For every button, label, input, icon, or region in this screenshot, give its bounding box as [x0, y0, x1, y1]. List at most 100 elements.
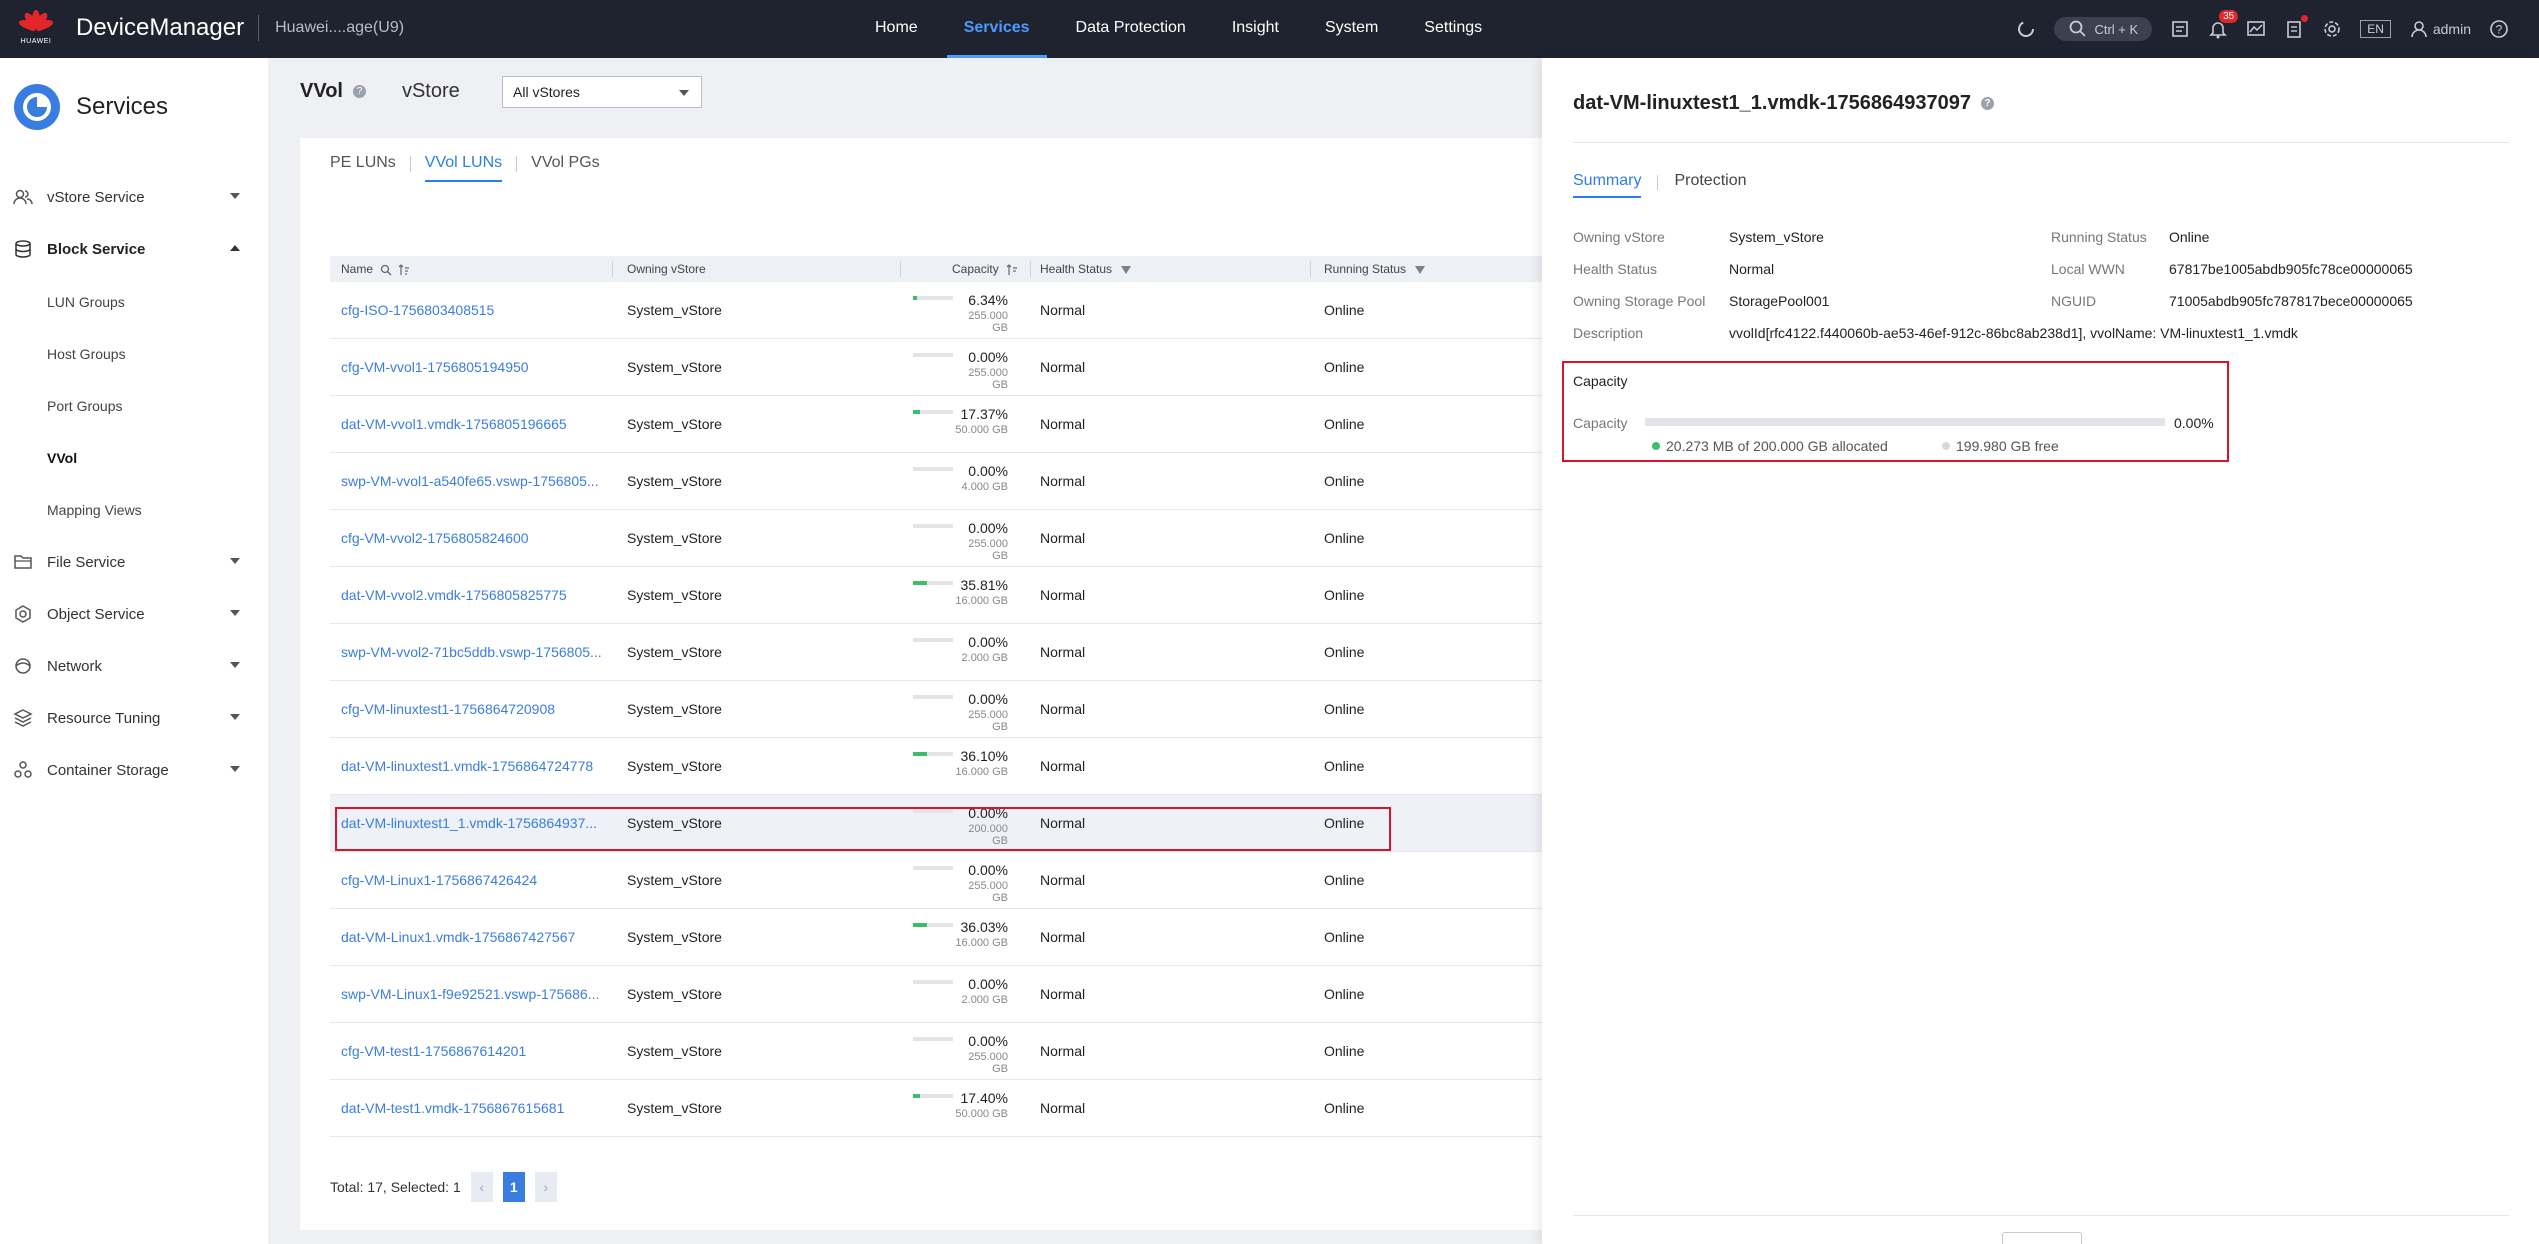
nav-tab-services[interactable]: Services	[946, 0, 1047, 58]
lun-name-link[interactable]: cfg-VM-Linux1-1756867426424	[341, 872, 538, 888]
task-icon[interactable]	[2170, 19, 2190, 39]
field-label: Local WWN	[2051, 261, 2125, 277]
owning-vstore: System_vStore	[627, 587, 722, 603]
sidebar-subitem-vvol[interactable]: VVol	[47, 450, 78, 466]
column-divider[interactable]	[612, 261, 613, 277]
nav-tab-settings[interactable]: Settings	[1424, 19, 1483, 36]
table-row[interactable]: cfg-VM-linuxtest1-1756864720908 System_vS…	[330, 681, 1542, 738]
close-button[interactable]	[2002, 1232, 2082, 1244]
filter-icon[interactable]	[1415, 265, 1426, 274]
nav-tab-data-protection[interactable]: Data Protection	[1075, 19, 1186, 36]
lun-name-link[interactable]: dat-VM-test1.vmdk-1756867615681	[341, 1100, 565, 1116]
chevron-down-icon	[230, 714, 240, 720]
lun-name-link[interactable]: cfg-VM-linuxtest1-1756864720908	[341, 701, 556, 717]
gear-icon[interactable]	[2322, 19, 2342, 39]
column-running-status[interactable]: Running Status	[1324, 262, 1426, 276]
lun-name-link[interactable]: cfg-VM-vvol2-1756805824600	[341, 530, 529, 546]
sidebar-item-file-service[interactable]: File Service	[0, 542, 268, 582]
sort-icon[interactable]	[398, 263, 410, 276]
health-status: Normal	[1040, 929, 1086, 945]
field-value: 67817be1005abdb905fc78ce00000065	[2169, 261, 2413, 277]
search-icon[interactable]	[380, 264, 392, 276]
sidebar-item-block-service[interactable]: Block Service	[0, 229, 268, 269]
bell-icon[interactable]: 35	[2208, 10, 2239, 39]
monitor-icon[interactable]	[2246, 19, 2266, 39]
table-row[interactable]: dat-VM-Linux1.vmdk-1756867427567 System_v…	[330, 909, 1542, 966]
tab-summary[interactable]: Summary	[1573, 172, 1642, 198]
lun-name-link[interactable]: swp-VM-vvol1-a540fe65.vswp-1756805...	[341, 473, 599, 489]
field-description: Description vvolId[rfc4122.f440060b-ae53…	[1573, 325, 2298, 341]
nav-tab-insight[interactable]: Insight	[1231, 19, 1279, 36]
search-icon	[2068, 19, 2088, 39]
help-icon[interactable]: ?	[1981, 97, 1994, 110]
column-owning-vstore[interactable]: Owning vStore	[627, 262, 706, 276]
table-row[interactable]: swp-VM-vvol1-a540fe65.vswp-1756805... Sys…	[330, 453, 1542, 510]
lun-name-link[interactable]: dat-VM-linuxtest1.vmdk-1756864724778	[341, 758, 594, 774]
sidebar-item-object-service[interactable]: Object Service	[0, 594, 268, 634]
vstore-select[interactable]: All vStores	[502, 76, 702, 108]
table-row[interactable]: swp-VM-vvol2-71bc5ddb.vswp-1756805... Sys…	[330, 624, 1542, 681]
table-row[interactable]: dat-VM-linuxtest1_1.vmdk-1756864937... Sy…	[330, 795, 1542, 852]
nav-tab-home[interactable]: Home	[875, 19, 918, 36]
sidebar-subitem-port-groups[interactable]: Port Groups	[47, 398, 123, 414]
column-divider[interactable]	[900, 261, 901, 277]
sidebar-item-container-storage[interactable]: Container Storage	[0, 750, 268, 790]
brand[interactable]: HUAWEI DeviceManager Huawei....age(U9)	[16, 8, 404, 48]
table-row[interactable]: dat-VM-linuxtest1.vmdk-1756864724778 Syst…	[330, 738, 1542, 795]
capacity-percent: 0.00%	[2174, 415, 2214, 431]
column-name[interactable]: Name	[341, 262, 410, 276]
page-button[interactable]: 1	[502, 1172, 525, 1202]
sidebar-item-vstore-service[interactable]: vStore Service	[0, 177, 268, 217]
owning-vstore: System_vStore	[627, 302, 722, 318]
table-row[interactable]: cfg-VM-test1-1756867614201 System_vStore 0…	[330, 1023, 1542, 1080]
table-row[interactable]: cfg-VM-vvol1-1756805194950 System_vStore 0…	[330, 339, 1542, 396]
filter-icon[interactable]	[1121, 265, 1132, 274]
global-search[interactable]: Ctrl + K	[2054, 17, 2153, 41]
sidebar-subitem-mapping-views[interactable]: Mapping Views	[47, 502, 142, 518]
owning-vstore: System_vStore	[627, 644, 722, 660]
sidebar-subitem-lun-groups[interactable]: LUN Groups	[47, 294, 125, 310]
health-status: Normal	[1040, 872, 1086, 888]
column-divider[interactable]	[1310, 261, 1311, 277]
tab-pe-luns[interactable]: PE LUNs	[330, 154, 396, 171]
help-icon[interactable]: ?	[352, 85, 366, 98]
sidebar-item-network[interactable]: Network	[0, 646, 268, 686]
table-row[interactable]: cfg-VM-vvol2-1756805824600 System_vStore 0…	[330, 510, 1542, 567]
table-row[interactable]: swp-VM-Linux1-f9e92521.vswp-175686... Sys…	[330, 966, 1542, 1023]
main-nav-tabs: Home Services Data Protection Insight Sy…	[858, 0, 1511, 58]
sort-icon[interactable]	[1006, 263, 1018, 276]
column-health-status[interactable]: Health Status	[1040, 262, 1132, 276]
column-divider[interactable]	[1030, 261, 1031, 277]
lun-name-link[interactable]: dat-VM-vvol2.vmdk-1756805825775	[341, 587, 567, 603]
device-name[interactable]: Huawei....age(U9)	[275, 19, 405, 36]
capacity-percent: 0.00%	[968, 1033, 1008, 1049]
user-menu[interactable]: admin	[2409, 19, 2471, 39]
table-row[interactable]: cfg-ISO-1756803408515 System_vStore 6.34% 2…	[330, 282, 1542, 339]
table-row[interactable]: dat-VM-vvol2.vmdk-1756805825775 System_vS…	[330, 567, 1542, 624]
tab-vvol-luns[interactable]: VVol LUNs	[424, 154, 503, 182]
table-row[interactable]: cfg-VM-Linux1-1756867426424 System_vStore…	[330, 852, 1542, 909]
table-row[interactable]: dat-VM-test1.vmdk-1756867615681 System_vS…	[330, 1080, 1542, 1137]
table-row[interactable]: dat-VM-vvol1.vmdk-1756805196665 System_vS…	[330, 396, 1542, 453]
column-capacity[interactable]: Capacity	[952, 262, 1018, 276]
nav-tab-system[interactable]: System	[1324, 19, 1379, 36]
lun-name-link[interactable]: swp-VM-vvol2-71bc5ddb.vswp-1756805...	[341, 644, 602, 660]
capacity-bar	[913, 752, 953, 756]
lun-name-link[interactable]: swp-VM-Linux1-f9e92521.vswp-175686...	[341, 986, 600, 1002]
sidebar-subitem-host-groups[interactable]: Host Groups	[47, 346, 126, 362]
sidebar-item-resource-tuning[interactable]: Resource Tuning	[0, 698, 268, 738]
lun-name-link[interactable]: cfg-VM-vvol1-1756805194950	[341, 359, 529, 375]
lun-name-link[interactable]: cfg-VM-test1-1756867614201	[341, 1043, 527, 1059]
help-icon[interactable]: ?	[2489, 19, 2509, 39]
lun-name-link[interactable]: dat-VM-vvol1.vmdk-1756805196665	[341, 416, 567, 432]
vstore-label: vStore	[401, 80, 460, 102]
prev-page-button[interactable]: ‹	[470, 1172, 493, 1202]
clipboard-icon[interactable]	[2284, 15, 2309, 39]
next-page-button[interactable]: ›	[534, 1172, 557, 1202]
tab-vvol-pgs[interactable]: VVol PGs	[531, 154, 600, 171]
lun-name-link[interactable]: dat-VM-Linux1.vmdk-1756867427567	[341, 929, 576, 945]
language-switch[interactable]: EN	[2360, 20, 2391, 38]
capacity-bar-fill	[913, 923, 928, 927]
tab-protection[interactable]: Protection	[1674, 172, 1747, 189]
lun-name-link[interactable]: cfg-ISO-1756803408515	[341, 302, 495, 318]
